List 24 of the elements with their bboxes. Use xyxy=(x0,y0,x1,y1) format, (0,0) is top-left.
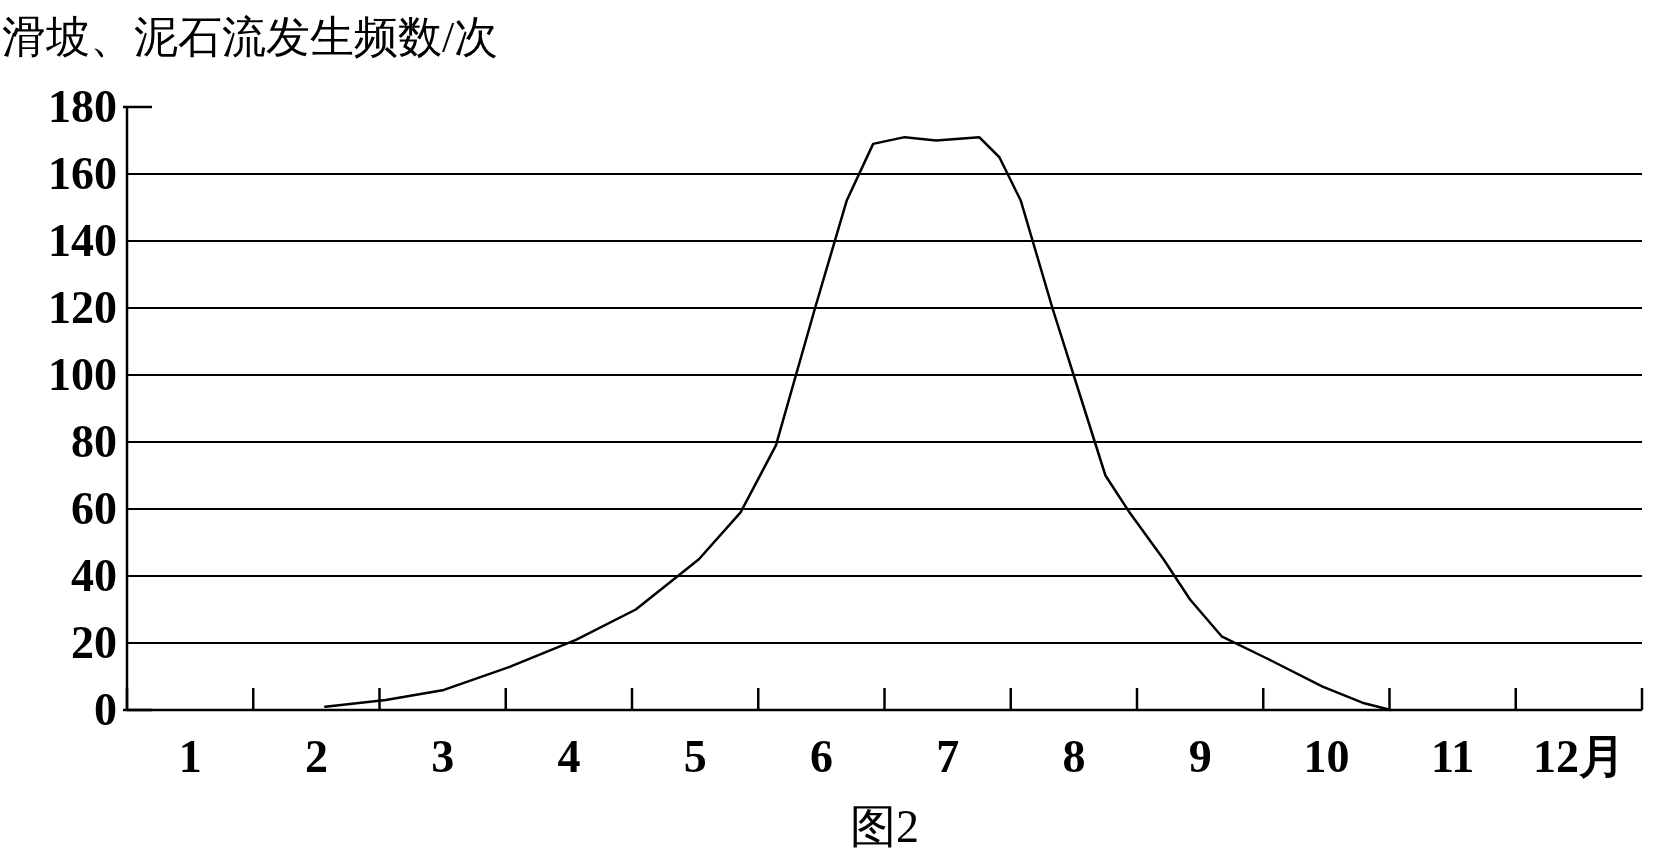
y-tick-label: 80 xyxy=(71,416,117,467)
y-tick-label: 60 xyxy=(71,483,117,534)
x-tick-label: 8 xyxy=(1062,731,1086,782)
y-tick-label: 160 xyxy=(48,148,117,199)
y-tick-label: 140 xyxy=(48,215,117,266)
y-tick-label: 40 xyxy=(71,550,117,601)
x-tick-label: 1 xyxy=(178,731,202,782)
x-tick-label: 7 xyxy=(936,731,960,782)
x-tick-label: 10 xyxy=(1303,731,1350,782)
y-axis-title: 滑坡、泥石流发生频数/次 xyxy=(2,13,499,62)
x-tick-label: 4 xyxy=(557,731,581,782)
y-tick-label: 20 xyxy=(71,617,117,668)
x-tick-label: 6 xyxy=(809,731,833,782)
x-tick-label: 2 xyxy=(304,731,328,782)
y-tick-label: 100 xyxy=(48,349,117,400)
x-tick-label: 9 xyxy=(1188,731,1212,782)
y-tick-label: 0 xyxy=(94,684,117,735)
caption: 图2 xyxy=(850,801,919,852)
x-tick-label: 5 xyxy=(683,731,707,782)
x-tick-label: 3 xyxy=(431,731,455,782)
x-tick-label: 12月 xyxy=(1532,731,1625,782)
y-tick-label: 120 xyxy=(48,282,117,333)
x-tick-label: 11 xyxy=(1430,731,1475,782)
y-tick-label: 180 xyxy=(48,81,117,132)
